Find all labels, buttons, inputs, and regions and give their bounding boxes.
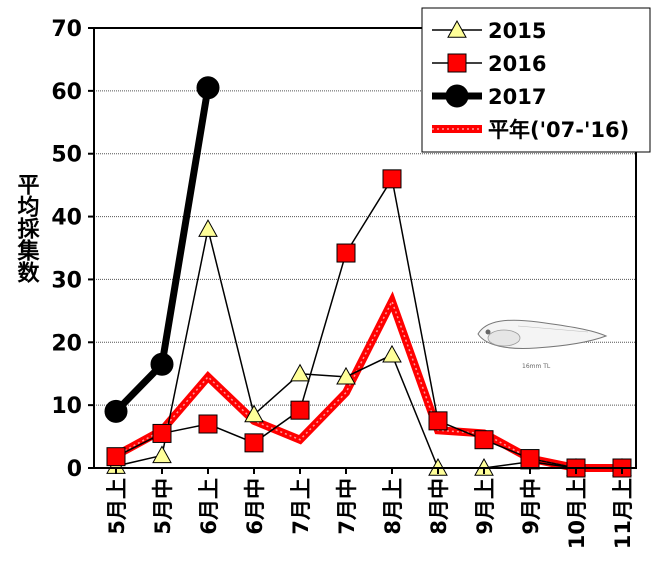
y-tick-label-0: 0 [67,457,82,482]
x-tick-label: 7月上 [289,478,313,535]
legend-label-2017: 2017 [488,85,546,109]
data-point-2016 [382,169,402,189]
series-group [104,76,632,478]
data-point-2015 [336,366,356,385]
data-point-2015 [198,219,218,237]
y-tick-label-20: 20 [51,331,82,356]
data-point-2015 [152,445,172,464]
data-point-2016 [336,243,356,263]
x-tick-label: 9月上 [473,478,497,535]
data-point-2016 [290,400,310,420]
y-tick-label-30: 30 [51,268,82,293]
x-tick-label: 8月中 [427,478,451,535]
y-tick-label-40: 40 [51,206,82,231]
data-point-2017 [196,76,220,100]
x-tick-label: 8月上 [381,478,405,535]
y-tick-label-60: 60 [51,80,82,105]
data-point-2017 [104,399,128,423]
y-tick-label-70: 70 [51,17,82,42]
series-line-normal-highlight [115,299,622,469]
data-point-2016 [198,414,218,434]
legend-marker-2015 [447,19,467,38]
legend-label-2016: 2016 [488,52,546,76]
legend-label-2015: 2015 [488,19,546,43]
x-tick-label: 6月上 [197,478,221,535]
y-axis-label: 平均採集数 [14,173,41,284]
data-point-2016 [428,411,448,431]
x-tick-label: 7月中 [335,478,359,535]
y-axis-ticks: 0 10 20 30 40 50 60 70 [51,17,94,482]
x-tick-label: 6月中 [243,478,267,535]
legend-marker-2017 [445,84,469,108]
data-point-2015 [244,404,264,423]
x-axis-ticks: 5月上 5月中 6月上 6月中 7月上 7月中 8月上 8月中 9月上 9月中 10月上 11月上 [105,468,635,549]
legend-label-平年('07-'16): 平年('07-'16) [488,118,629,142]
data-point-2016 [520,449,540,469]
data-point-2017 [150,352,174,376]
data-point-2016 [474,430,494,450]
data-point-2015 [382,344,402,363]
x-tick-label: 5月上 [105,478,129,535]
x-tick-label: 9月中 [519,478,543,535]
data-point-2016 [244,433,264,453]
data-point-2015 [290,363,310,382]
data-point-2016 [152,423,172,443]
legend-items: 2015 2016 2017 平年('07-'16) [432,19,629,142]
plot-frame [93,27,637,469]
data-point-2016 [106,447,126,467]
larva-size-label: 16mm TL [522,363,551,370]
legend-marker-2016 [447,53,467,73]
x-tick-label: 5月中 [151,478,175,535]
x-tick-label: 11月上 [611,478,635,549]
y-tick-label-50: 50 [51,143,82,168]
x-tick-label: 10月上 [565,478,589,549]
legend: 2015 2016 2017 平年('07-'16) [421,7,651,153]
larva-illustration: 16mm TL [477,319,608,370]
y-tick-label-10: 10 [51,394,82,419]
